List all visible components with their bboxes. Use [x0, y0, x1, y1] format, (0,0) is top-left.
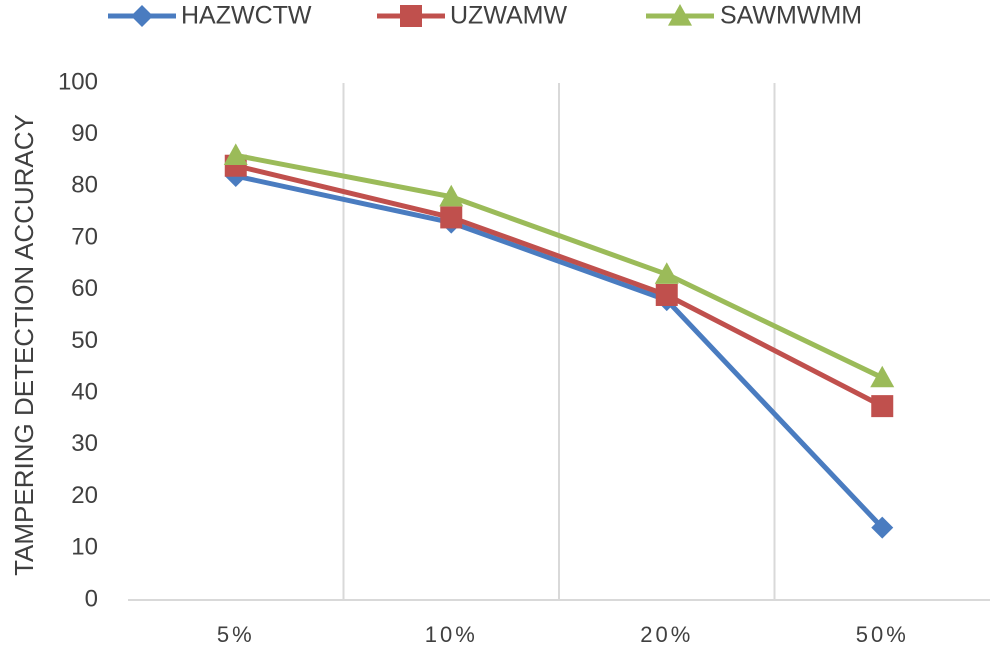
series-line-uzwamw	[235, 163, 884, 409]
legend: HAZWCTW UZWAMW SAWMWMM	[108, 2, 862, 30]
legend-label: HAZWCTW	[181, 2, 312, 30]
y-tick-label: 100	[58, 68, 98, 95]
legend-item-sawmwmm: SAWMWMM	[646, 2, 862, 30]
data-point-sawmwmm	[223, 143, 248, 165]
legend-label: SAWMWMM	[720, 2, 862, 30]
legend-label: UZWAMW	[450, 2, 567, 30]
y-tick-label: 60	[71, 275, 98, 302]
y-tick-label: 40	[71, 379, 98, 406]
legend-marker-uzwamw	[400, 5, 422, 27]
y-axis-title: TAMPERING DETECTION ACCURACY	[9, 114, 39, 576]
y-tick-label: 30	[71, 430, 98, 457]
grid	[342, 83, 776, 600]
series	[223, 143, 895, 539]
x-tick-label: 5%	[217, 622, 255, 647]
legend-marker-sawmwmm	[668, 4, 692, 26]
series-line-hazwctw	[235, 173, 885, 530]
series-line-sawmwmm	[235, 152, 884, 380]
legend-item-uzwamw: UZWAMW	[377, 2, 567, 30]
legend-item-hazwctw: HAZWCTW	[108, 2, 312, 30]
y-tick-label: 0	[85, 585, 98, 612]
y-tick-label: 20	[71, 482, 98, 509]
y-tick-label: 90	[71, 120, 98, 147]
data-point-uzwamw	[871, 395, 894, 418]
y-tick-label: 70	[71, 223, 98, 250]
data-point-sawmwmm	[439, 184, 464, 207]
y-tick-label: 80	[71, 172, 98, 199]
data-point-sawmwmm	[654, 262, 679, 284]
axes: 0 10 20 30 40 50 60 70 80 90 100 5% 10% 20% 50%	[58, 68, 990, 647]
y-tick-label: 10	[71, 534, 98, 561]
x-tick-label: 50%	[856, 622, 909, 647]
data-point-hazwctw	[871, 516, 894, 539]
data-point-sawmwmm	[870, 365, 895, 388]
x-tick-label: 20%	[640, 622, 693, 647]
x-tick-label: 10%	[425, 622, 478, 647]
legend-marker-hazwctw	[131, 5, 153, 27]
y-tick-label: 50	[71, 327, 98, 354]
data-point-uzwamw	[655, 283, 678, 306]
series-sawmwmm	[223, 143, 895, 388]
data-point-uzwamw	[440, 206, 463, 229]
